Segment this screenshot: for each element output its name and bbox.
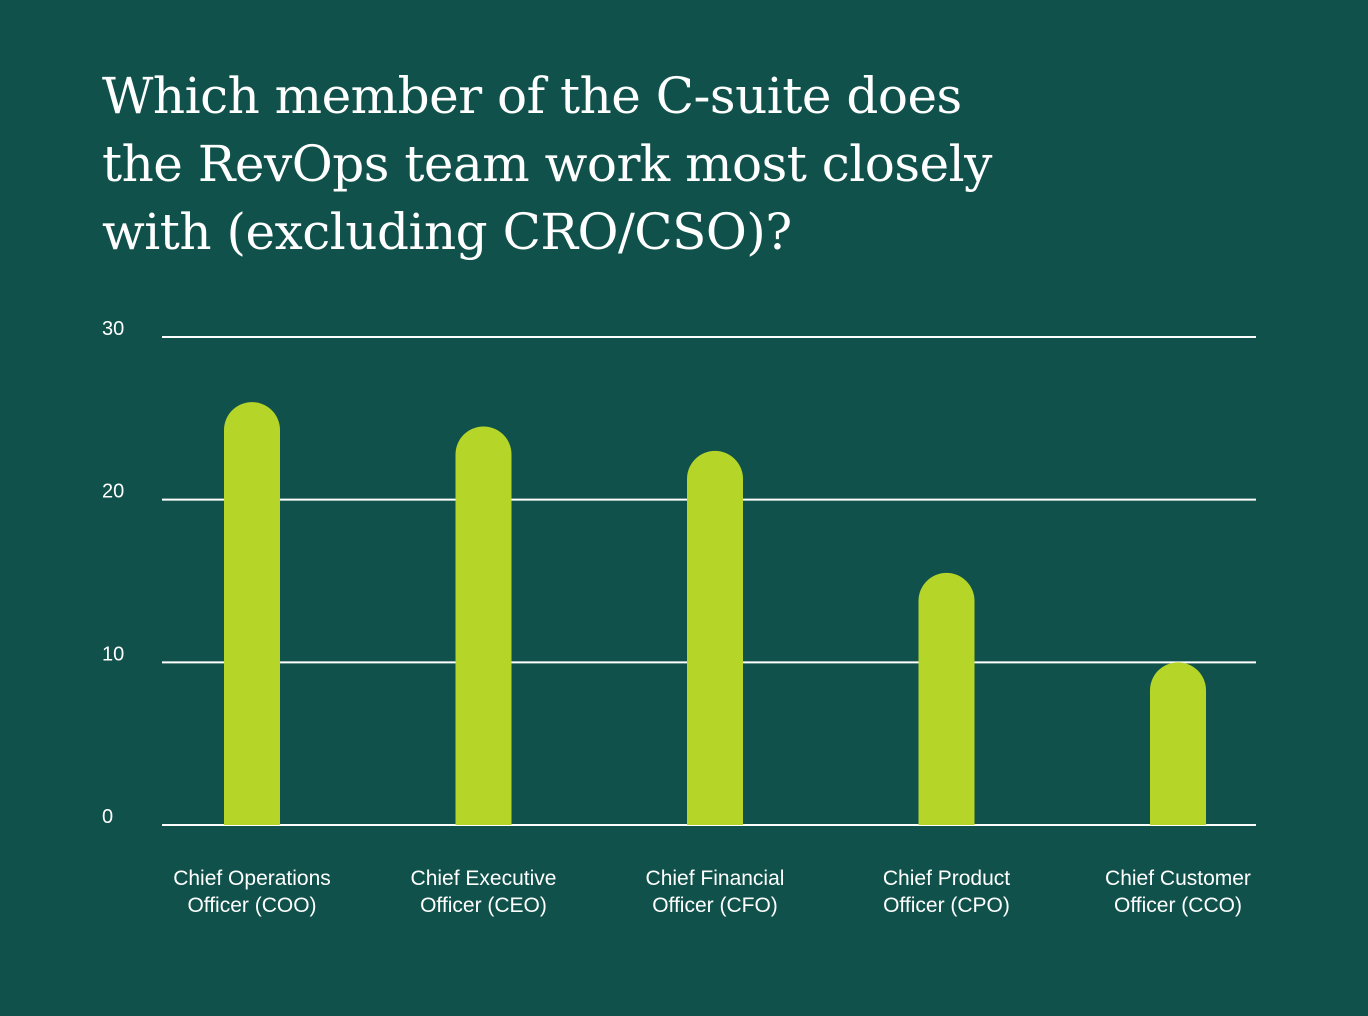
chart-title: Which member of the C-suite does the Rev… bbox=[102, 62, 1102, 266]
x-tick-label: Officer (CFO) bbox=[652, 894, 778, 917]
x-tick-label: Chief Product bbox=[883, 867, 1010, 890]
y-tick-label: 20 bbox=[102, 481, 124, 503]
chart-title-line-3: with (excluding CRO/CSO)? bbox=[102, 203, 792, 261]
x-tick-label: Chief Operations bbox=[173, 867, 331, 890]
y-tick-label: 30 bbox=[102, 318, 124, 340]
chart-title-line-1: Which member of the C-suite does bbox=[102, 67, 962, 125]
x-axis-labels: Chief Operations Officer (COO) Chief Execu… bbox=[173, 867, 1251, 917]
y-tick-label: 10 bbox=[102, 643, 124, 665]
x-tick-label: Chief Executive bbox=[411, 867, 557, 890]
bar bbox=[1150, 662, 1206, 825]
x-tick-label: Chief Customer bbox=[1105, 867, 1251, 890]
bars bbox=[224, 402, 1206, 825]
x-tick-label: Officer (CPO) bbox=[883, 894, 1010, 917]
x-tick-label: Officer (CEO) bbox=[420, 894, 547, 917]
x-tick-label: Chief Financial bbox=[646, 867, 785, 890]
bar bbox=[455, 426, 512, 825]
y-tick-label: 0 bbox=[102, 806, 113, 828]
y-axis-ticks: 0 10 20 30 bbox=[102, 318, 124, 828]
chart-title-line-2: the RevOps team work most closely bbox=[102, 135, 992, 193]
bar bbox=[224, 402, 280, 825]
bar bbox=[687, 450, 743, 825]
x-tick-label: Officer (CCO) bbox=[1114, 894, 1242, 917]
x-tick-label: Officer (COO) bbox=[187, 894, 316, 917]
bar bbox=[918, 572, 975, 825]
